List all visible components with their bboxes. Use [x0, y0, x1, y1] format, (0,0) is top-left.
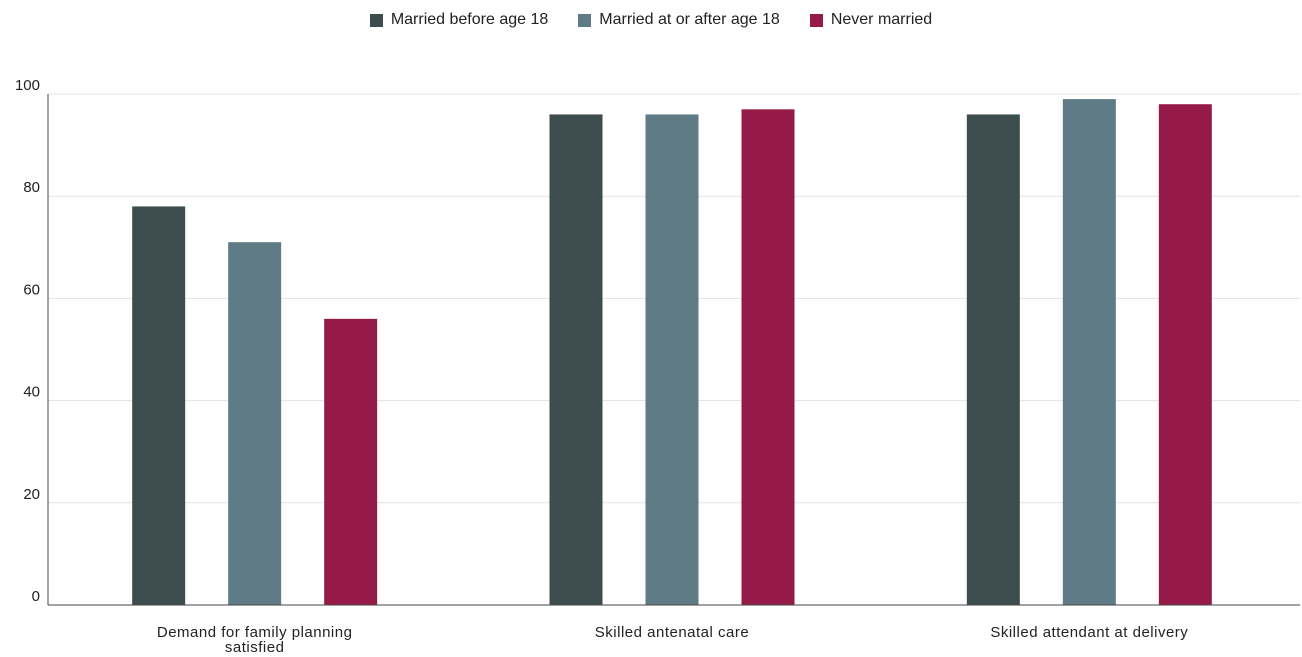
y-tick-label: 20 — [23, 486, 40, 503]
bar-married-before-age-18-skilled-antenatal-care — [549, 114, 603, 605]
legend-swatch — [578, 13, 592, 27]
x-category-label-line: satisfied — [225, 639, 285, 656]
bar-married-before-age-18-skilled-attendant-at-delivery — [966, 114, 1020, 605]
y-tick-label: 80 — [23, 179, 40, 196]
y-tick-label: 40 — [23, 384, 40, 401]
legend-swatch — [369, 13, 383, 27]
legend-label: Never married — [830, 11, 933, 28]
chart-legend: Married before age 18 Married at or after… — [0, 8, 1302, 32]
bar-married-at-or-after-age-18-skilled-antenatal-care — [645, 114, 699, 605]
legend-swatch — [809, 13, 823, 27]
x-category-label: Demand for family planning satisfied — [157, 624, 353, 656]
x-category-label: Skilled attendant at delivery — [990, 624, 1188, 641]
y-tick-labels: 0 20 40 60 80 100 — [15, 77, 40, 605]
y-tick-label: 60 — [23, 281, 40, 298]
bar-married-at-or-after-age-18-skilled-attendant-at-delivery — [1062, 99, 1116, 606]
x-category-label-line: Skilled attendant at delivery — [990, 624, 1188, 641]
bar-married-before-age-18-demand-for-family-planning-satisfied — [132, 206, 186, 606]
legend-item-never-married: Never married — [809, 11, 933, 29]
x-category-label-line: Demand for family planning — [157, 624, 353, 641]
x-category-label: Skilled antenatal care — [595, 624, 749, 641]
bar-never-married-skilled-attendant-at-delivery — [1158, 104, 1212, 605]
axes — [47, 94, 1300, 606]
bar-never-married-skilled-antenatal-care — [741, 109, 795, 605]
bar-married-at-or-after-age-18-demand-for-family-planning-satisfied — [228, 242, 282, 605]
y-tick-label: 100 — [15, 77, 40, 94]
legend-label: Married at or after age 18 — [599, 11, 780, 28]
y-tick-label: 0 — [32, 588, 40, 605]
legend-label: Married before age 18 — [390, 11, 549, 28]
x-category-labels: Demand for family planning satisfied Skill… — [157, 624, 1188, 656]
legend-item-married-at-or-after-age-18: Married at or after age 18 — [578, 11, 780, 29]
bar-never-married-demand-for-family-planning-satisfied — [324, 318, 378, 605]
legend-item-married-before-age-18: Married before age 18 — [369, 11, 549, 29]
x-category-label-line: Skilled antenatal care — [595, 624, 749, 641]
bars — [132, 99, 1212, 606]
